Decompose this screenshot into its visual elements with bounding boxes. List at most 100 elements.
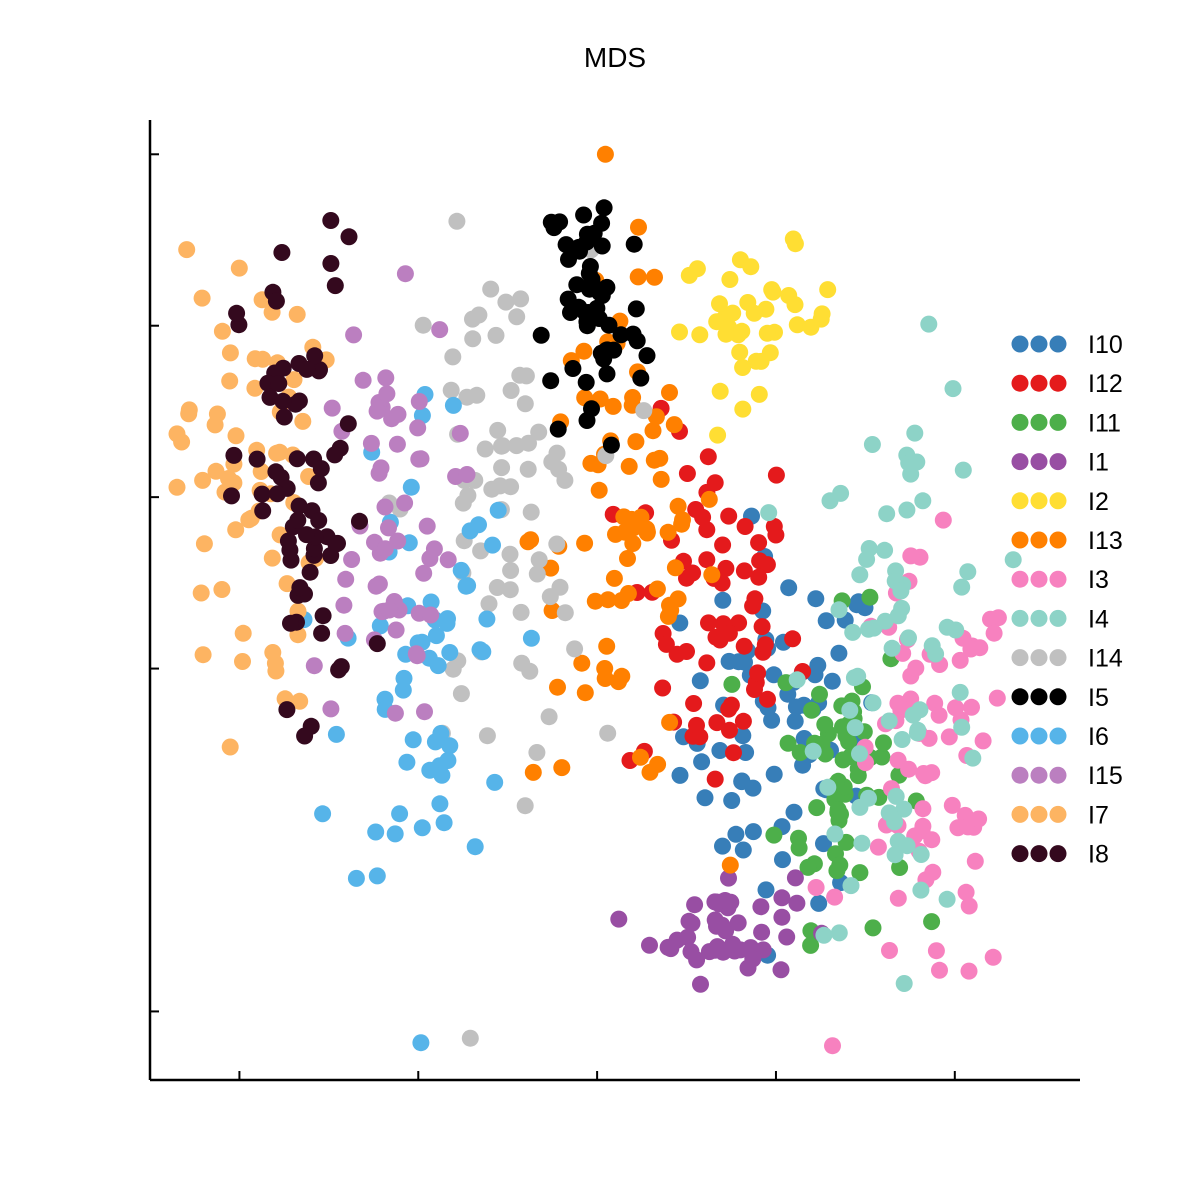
series-I1 — [610, 869, 831, 993]
point-I3 — [984, 948, 1002, 966]
point-I10 — [830, 644, 848, 662]
point-I11 — [849, 767, 867, 785]
point-I12 — [750, 534, 768, 552]
legend-marker — [1011, 845, 1029, 863]
point-I2 — [745, 304, 763, 322]
point-I12 — [720, 507, 738, 525]
legend-label: I8 — [1088, 841, 1109, 869]
point-I8 — [368, 635, 386, 653]
legend-label: I4 — [1088, 605, 1109, 633]
point-I3 — [914, 800, 932, 818]
legend-item-I8: I8 — [1011, 841, 1109, 869]
point-I10 — [823, 672, 841, 690]
legend-item-I10: I10 — [1011, 331, 1123, 359]
point-I13 — [573, 654, 591, 672]
point-I7 — [267, 662, 285, 680]
point-I3 — [916, 767, 934, 785]
point-I1 — [706, 911, 724, 929]
point-I15 — [376, 540, 394, 558]
point-I12 — [736, 518, 754, 535]
legend-marker — [1030, 570, 1048, 588]
point-I10 — [765, 666, 783, 684]
point-I6 — [441, 737, 459, 755]
point-I3 — [889, 751, 907, 769]
point-I7 — [213, 581, 231, 598]
legend-marker — [1030, 413, 1048, 431]
point-I11 — [765, 826, 783, 844]
point-I12 — [699, 448, 717, 466]
point-I10 — [815, 835, 832, 853]
point-I10 — [711, 742, 729, 759]
series-I14 — [380, 212, 653, 1047]
point-I7 — [288, 305, 306, 323]
point-I10 — [737, 744, 755, 761]
point-I14 — [491, 477, 509, 495]
point-I4 — [883, 639, 901, 657]
point-I14 — [511, 366, 529, 384]
point-I5 — [562, 304, 579, 321]
point-I11 — [799, 858, 817, 876]
legend-label: I3 — [1088, 566, 1109, 594]
point-I8 — [322, 212, 340, 229]
point-I1 — [773, 889, 791, 907]
point-I11 — [864, 919, 882, 937]
point-I6 — [461, 522, 479, 540]
point-I10 — [744, 779, 762, 797]
point-I13 — [661, 713, 679, 731]
point-I15 — [335, 596, 353, 614]
point-I12 — [765, 518, 783, 535]
point-I15 — [408, 647, 426, 665]
point-I7 — [168, 478, 186, 496]
legend-marker — [1049, 805, 1067, 823]
point-I1 — [729, 914, 747, 932]
point-I12 — [698, 551, 716, 569]
point-I13 — [659, 523, 677, 541]
point-I2 — [819, 281, 837, 299]
point-I13 — [596, 145, 614, 163]
point-I2 — [750, 385, 768, 403]
point-I15 — [367, 577, 385, 595]
point-I15 — [377, 369, 395, 387]
point-I3 — [930, 706, 948, 724]
point-I12 — [759, 690, 776, 708]
point-I8 — [253, 485, 271, 503]
point-I7 — [278, 575, 296, 593]
point-I8 — [268, 485, 286, 503]
point-I7 — [168, 425, 186, 443]
point-I3 — [940, 728, 958, 746]
point-I14 — [502, 382, 520, 399]
point-I14 — [508, 437, 525, 455]
point-I6 — [386, 825, 404, 843]
point-I4 — [886, 846, 904, 864]
point-I4 — [898, 837, 916, 855]
point-I4 — [849, 667, 867, 685]
point-I6 — [367, 823, 385, 841]
point-I3 — [960, 962, 978, 980]
legend-label: I14 — [1088, 645, 1123, 673]
legend-marker — [1011, 649, 1029, 667]
point-I12 — [756, 636, 774, 654]
legend-marker — [1049, 374, 1067, 392]
point-I10 — [696, 789, 714, 807]
point-I13 — [703, 566, 721, 584]
point-I10 — [787, 698, 805, 716]
legend-marker — [1030, 649, 1048, 667]
point-I2 — [731, 343, 749, 361]
point-I6 — [371, 617, 389, 635]
point-I13 — [700, 490, 718, 508]
point-I1 — [641, 936, 658, 954]
legend-label: I13 — [1088, 527, 1123, 555]
point-I6 — [522, 629, 540, 647]
point-I15 — [418, 517, 436, 535]
point-I4 — [895, 800, 913, 818]
point-I4 — [959, 563, 977, 581]
point-I5 — [588, 299, 606, 317]
point-I14 — [480, 595, 498, 613]
point-I3 — [963, 698, 980, 716]
point-I10 — [720, 652, 738, 670]
point-I8 — [288, 450, 306, 468]
point-I2 — [733, 322, 751, 340]
legend-marker — [1011, 609, 1029, 627]
point-I13 — [638, 524, 656, 542]
point-I12 — [722, 696, 740, 714]
